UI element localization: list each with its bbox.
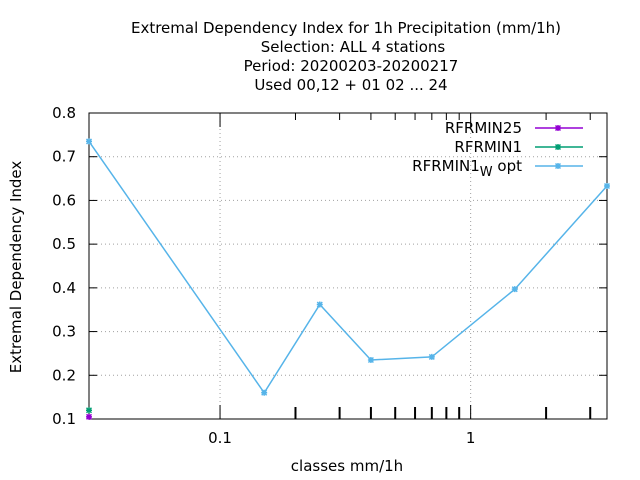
series-1	[85, 407, 93, 414]
data-point	[85, 413, 93, 420]
data-point	[428, 353, 435, 360]
legend-label-rfrmin1w-opt: RFRMIN1W opt	[412, 157, 522, 180]
x-tick-label: 1	[466, 429, 476, 447]
series-2	[85, 138, 611, 396]
x-tick-label: 0.1	[208, 429, 232, 447]
data-point	[603, 182, 611, 190]
title-line-2: Selection: ALL 4 stations	[261, 38, 446, 56]
legend-marker-rfrmin1	[554, 143, 562, 151]
plot-frame	[88, 112, 608, 420]
title-line-1: Extremal Dependency Index for 1h Precipi…	[131, 19, 561, 37]
legend-label-rfrmin1: RFRMIN1	[454, 138, 522, 156]
legend-marker-rfrmin25	[554, 124, 562, 132]
y-tick-label: 0.8	[52, 104, 76, 122]
y-tick-label: 0.3	[52, 323, 76, 341]
series-0	[85, 413, 93, 420]
y-tick-label: 0.6	[52, 191, 76, 209]
legend: RFRMIN25 RFRMIN1 RFRMIN1W opt	[412, 119, 583, 180]
y-tick-label: 0.7	[52, 148, 76, 166]
y-tick-label: 0.2	[52, 366, 76, 384]
legend-label-rfrmin25: RFRMIN25	[445, 119, 522, 137]
legend-label-suffix: opt	[493, 157, 522, 175]
chart-title: Extremal Dependency Index for 1h Precipi…	[131, 19, 561, 94]
grid-layer	[89, 113, 607, 419]
data-point	[85, 407, 93, 414]
title-line-3: Period: 20200203-20200217	[244, 57, 459, 75]
legend-entry-rfrmin1: RFRMIN1	[454, 138, 583, 156]
legend-label-main: RFRMIN1	[412, 157, 480, 175]
series-line	[88, 140, 608, 395]
x-axis-label: classes mm/1h	[291, 457, 403, 475]
legend-entry-rfrmin1w-opt: RFRMIN1W opt	[412, 157, 583, 180]
data-point	[261, 389, 268, 396]
title-line-4: Used 00,12 + 01 02 ... 24	[254, 76, 447, 94]
data-point	[367, 356, 374, 364]
y-tick-label: 0.5	[52, 235, 76, 253]
data-point	[316, 301, 323, 308]
tick-layer: 0.1 0.2 0.3 0.4 0.5 0.6 0.7 0.8 0.1 1	[52, 104, 607, 447]
data-point	[511, 286, 518, 293]
y-axis-label: Extremal Dependency Index	[7, 161, 25, 374]
legend-label-sub: W	[480, 165, 493, 180]
y-tick-label: 0.1	[52, 410, 76, 428]
y-tick-label: 0.4	[52, 279, 76, 297]
series-layer	[85, 138, 611, 420]
legend-marker-rfrmin1w-opt	[554, 162, 562, 170]
data-point	[85, 138, 93, 145]
legend-entry-rfrmin25: RFRMIN25	[445, 119, 583, 137]
